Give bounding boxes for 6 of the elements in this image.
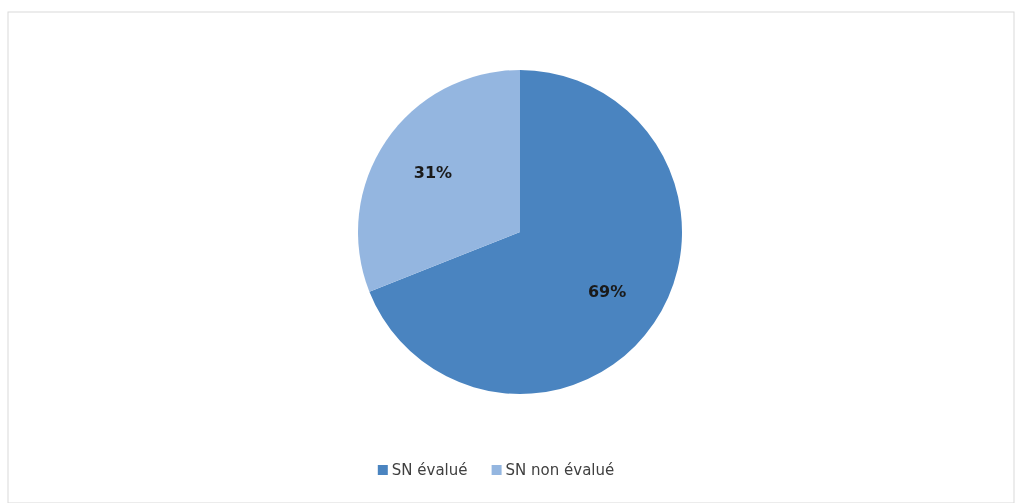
data-label: 69% xyxy=(587,281,627,301)
legend-label: SN non évalué xyxy=(505,461,615,479)
legend-label: SN évalué xyxy=(391,461,468,479)
pie-slice xyxy=(358,70,520,292)
pie-slice xyxy=(369,70,682,394)
data-label: 31% xyxy=(413,163,453,183)
